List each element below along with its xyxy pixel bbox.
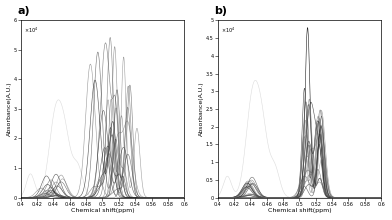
X-axis label: Chemical shift(ppm): Chemical shift(ppm) (268, 208, 331, 213)
Text: a): a) (17, 6, 30, 16)
Text: $\times10^4$: $\times10^4$ (24, 26, 38, 35)
Y-axis label: Absorbance(A.U.): Absorbance(A.U.) (199, 82, 204, 136)
Text: $\times10^4$: $\times10^4$ (221, 26, 235, 35)
Y-axis label: Absorbance(A.U.): Absorbance(A.U.) (7, 82, 12, 136)
X-axis label: Chemical shift(ppm): Chemical shift(ppm) (71, 208, 134, 213)
Text: b): b) (214, 6, 227, 16)
